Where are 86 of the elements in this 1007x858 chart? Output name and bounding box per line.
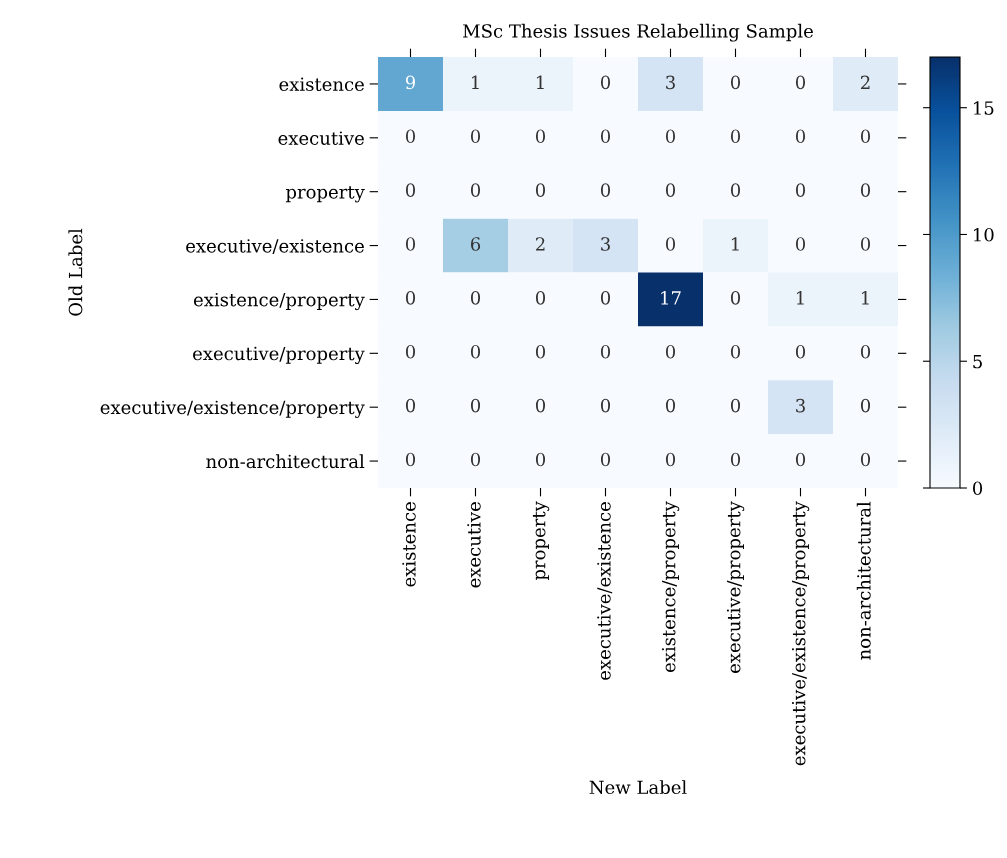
data-label: 0 bbox=[405, 183, 416, 197]
data-label: 0 bbox=[405, 452, 416, 467]
data-label: 0 bbox=[860, 398, 871, 413]
data-label: 0 bbox=[860, 129, 871, 144]
data-label: 0 bbox=[860, 452, 871, 467]
data-label: 0 bbox=[730, 291, 741, 305]
data-label: 0 bbox=[860, 344, 871, 359]
data-label: 0 bbox=[600, 452, 611, 467]
data-label: 0 bbox=[470, 344, 481, 359]
color-bar-label: 15 bbox=[974, 101, 994, 115]
data-label: 2 bbox=[535, 237, 545, 251]
data-label: 0 bbox=[600, 344, 611, 359]
data-label: 0 bbox=[405, 291, 416, 305]
data-label: 0 bbox=[405, 344, 416, 359]
data-label: 0 bbox=[665, 129, 676, 144]
data-label: 0 bbox=[795, 237, 806, 251]
data-label: 0 bbox=[470, 129, 481, 144]
data-label: 0 bbox=[860, 237, 871, 251]
data-label: 1 bbox=[796, 291, 804, 305]
data-label: 1 bbox=[861, 291, 869, 305]
data-label: 0 bbox=[535, 183, 546, 197]
data-label: 0 bbox=[470, 183, 481, 197]
data-label: 0 bbox=[665, 398, 676, 413]
y-tick-label: executive bbox=[278, 131, 364, 145]
data-label: 0 bbox=[535, 452, 546, 467]
data-label: 0 bbox=[665, 452, 676, 467]
data-label: 0 bbox=[795, 452, 806, 467]
data-label: 0 bbox=[730, 398, 741, 413]
data-label: 0 bbox=[730, 75, 741, 90]
color-bar-label: 5 bbox=[973, 354, 982, 369]
data-label: 0 bbox=[535, 129, 546, 144]
y-tick-label: executive/existence bbox=[186, 239, 364, 255]
data-label: 0 bbox=[665, 183, 676, 197]
data-label: 0 bbox=[600, 183, 611, 197]
x-tick-label: non-architectural bbox=[856, 501, 871, 660]
data-label: 0 bbox=[795, 75, 806, 90]
y-tick-label: executive/existence/property bbox=[100, 400, 365, 418]
data-label: 17 bbox=[661, 291, 681, 305]
data-label: 0 bbox=[535, 398, 546, 413]
x-tick-label: executive/existence/property bbox=[791, 501, 810, 766]
data-label: 0 bbox=[730, 452, 741, 467]
data-label: 0 bbox=[600, 75, 611, 90]
data-label: 0 bbox=[730, 344, 741, 359]
data-label: 0 bbox=[600, 129, 611, 144]
data-label: 3 bbox=[601, 237, 610, 251]
x-tick-label: executive/existence bbox=[597, 502, 613, 680]
data-label: 0 bbox=[600, 291, 611, 305]
data-label: 0 bbox=[470, 291, 481, 305]
data-label: 9 bbox=[405, 75, 416, 90]
data-label: 0 bbox=[535, 344, 546, 359]
data-label: 0 bbox=[860, 183, 871, 197]
data-label: 0 bbox=[665, 237, 676, 251]
data-label: 1 bbox=[536, 75, 544, 89]
y-tick-label: executive/property bbox=[193, 346, 365, 365]
y-tick-label: property bbox=[285, 186, 365, 203]
data-label: 3 bbox=[796, 398, 805, 413]
data-label: 0 bbox=[470, 398, 481, 413]
data-label: 0 bbox=[795, 183, 806, 197]
data-label: 0 bbox=[665, 344, 676, 359]
x-axis-title: New Label bbox=[589, 780, 687, 795]
x-tick-label: property bbox=[532, 501, 550, 581]
data-label: 0 bbox=[730, 183, 741, 197]
data-label: 1 bbox=[731, 237, 739, 251]
data-label: 0 bbox=[795, 129, 806, 144]
color-bar-label: 10 bbox=[974, 227, 994, 242]
y-axis-title: Old Label bbox=[68, 228, 83, 316]
data-label: 0 bbox=[535, 291, 546, 305]
x-tick-label: existence/property bbox=[661, 501, 680, 673]
data-label: 1 bbox=[471, 75, 479, 89]
y-tick-label: non-architectural bbox=[206, 454, 365, 469]
data-label: 0 bbox=[730, 129, 741, 144]
data-label: 0 bbox=[795, 344, 806, 359]
data-label: 0 bbox=[405, 398, 416, 413]
data-label: 0 bbox=[405, 129, 416, 144]
data-label: 0 bbox=[405, 237, 416, 251]
data-label: 3 bbox=[666, 75, 675, 90]
x-tick-label: executive bbox=[467, 502, 481, 588]
x-tick-label: executive/property bbox=[726, 501, 745, 673]
data-label: 0 bbox=[600, 398, 611, 413]
data-label: 0 bbox=[470, 452, 481, 467]
chart-title: MSc Thesis Issues Relabelling Sample bbox=[463, 23, 813, 42]
color-bar-label: 0 bbox=[973, 481, 983, 496]
data-label: 2 bbox=[860, 75, 870, 89]
data-label: 6 bbox=[470, 237, 481, 251]
y-tick-label: existence bbox=[279, 77, 364, 92]
y-tick-label: existence/property bbox=[193, 292, 365, 311]
